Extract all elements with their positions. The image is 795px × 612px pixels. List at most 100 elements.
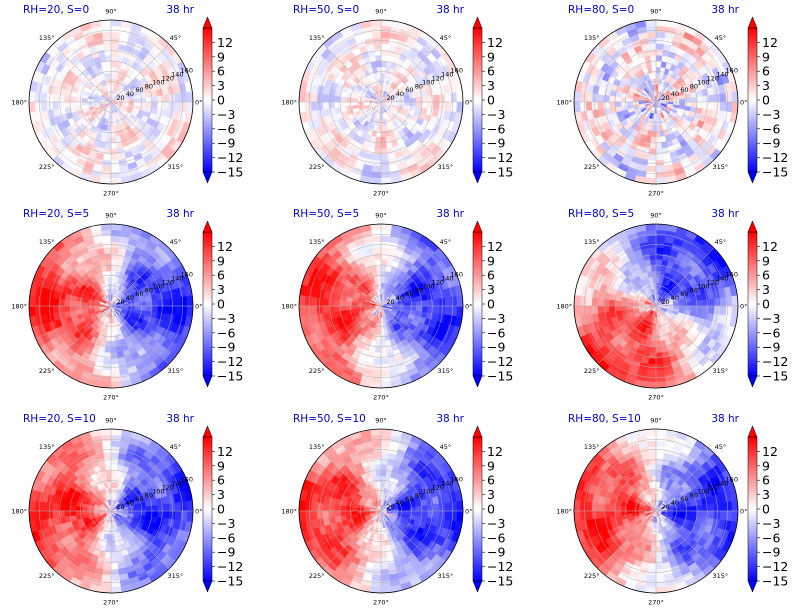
heat-cell bbox=[380, 142, 388, 150]
angle-tick-label: 180° bbox=[556, 303, 572, 311]
heat-cell bbox=[310, 296, 318, 307]
heat-cell bbox=[174, 501, 182, 512]
heat-cell bbox=[110, 375, 122, 383]
colorbar-tick-label: 0 bbox=[762, 93, 770, 108]
polar-grid bbox=[298, 19, 464, 185]
heat-cell bbox=[450, 295, 458, 307]
heat-cell bbox=[655, 229, 667, 237]
colorbar-tick-label: 12 bbox=[487, 239, 503, 254]
heat-cell bbox=[719, 101, 727, 112]
colorbar-tick-label: 6 bbox=[762, 64, 770, 79]
colorbar-tick-label: 6 bbox=[487, 64, 495, 79]
heat-cell bbox=[103, 358, 112, 365]
angle-tick-label: 45° bbox=[170, 34, 182, 42]
angle-tick-label: 270° bbox=[103, 190, 119, 198]
heat-cell bbox=[106, 334, 112, 342]
heat-cell bbox=[110, 43, 119, 50]
heat-cell bbox=[650, 340, 657, 348]
heat-cell bbox=[708, 298, 715, 307]
heat-cell bbox=[63, 504, 71, 512]
heat-cell bbox=[373, 154, 382, 161]
colorbar-tick-label: −12 bbox=[487, 150, 513, 165]
heat-cell bbox=[304, 305, 312, 317]
heat-cell bbox=[373, 247, 382, 254]
heat-cell bbox=[731, 91, 739, 103]
heat-cell bbox=[421, 95, 429, 103]
colorbar-bar bbox=[202, 231, 213, 377]
heat-cell bbox=[708, 305, 715, 314]
heat-cell bbox=[376, 130, 382, 138]
heat-cell bbox=[603, 305, 610, 314]
heat-cell bbox=[444, 296, 452, 307]
heat-cell bbox=[104, 463, 112, 471]
colorbar-tick-label: 6 bbox=[217, 64, 225, 79]
heat-cell bbox=[380, 60, 387, 68]
heat-cell bbox=[110, 276, 116, 283]
heat-cell bbox=[139, 510, 147, 516]
colorbar-tick-label: 6 bbox=[762, 268, 770, 283]
heat-cell bbox=[646, 165, 657, 173]
heat-cell bbox=[427, 101, 434, 110]
heat-cell bbox=[110, 264, 117, 272]
heat-cell bbox=[333, 101, 341, 109]
angle-tick-label: 135° bbox=[39, 238, 55, 246]
heat-cell bbox=[655, 381, 667, 389]
heat-cell bbox=[104, 551, 112, 559]
heat-cell bbox=[655, 31, 666, 39]
heat-cell bbox=[110, 72, 116, 79]
colorbar-tick-label: −9 bbox=[487, 136, 505, 151]
heat-cell bbox=[322, 298, 329, 307]
heat-cell bbox=[719, 305, 727, 316]
colorbar-tick-label: −6 bbox=[762, 121, 780, 136]
heat-cell bbox=[645, 375, 657, 383]
angle-tick-label: 270° bbox=[103, 394, 119, 402]
heat-cell bbox=[174, 296, 182, 307]
heat-cell bbox=[655, 25, 667, 33]
heat-cell bbox=[110, 235, 121, 243]
heat-cell bbox=[645, 25, 657, 33]
heat-cell bbox=[603, 298, 610, 307]
colorbar-tick-label: −9 bbox=[487, 340, 505, 355]
heat-cell bbox=[380, 369, 391, 377]
heat-cell bbox=[370, 19, 382, 27]
heat-cell bbox=[373, 49, 382, 56]
heat-cell bbox=[180, 500, 188, 512]
heat-cell bbox=[110, 142, 118, 150]
heat-cell bbox=[34, 91, 42, 103]
heat-cell bbox=[450, 91, 458, 103]
heat-cell bbox=[40, 305, 48, 316]
heat-cell bbox=[328, 305, 335, 314]
colorbar-tick-label: −12 bbox=[762, 354, 788, 369]
angle-tick-label: 225° bbox=[309, 367, 325, 375]
colorbar-tick-label: 3 bbox=[487, 78, 495, 93]
heat-cell bbox=[608, 305, 616, 313]
panel: 0°45°90°135°180°225°270°315°20 40 60 80 1001… bbox=[556, 4, 788, 198]
angle-tick-label: 270° bbox=[648, 190, 664, 198]
radial-tick-label: 160 bbox=[726, 271, 738, 279]
heat-cell bbox=[380, 375, 392, 383]
panel: 0°45°90°135°180°225°270°315°20 40 60 80 1001… bbox=[11, 4, 243, 198]
heat-cell bbox=[380, 253, 389, 260]
colorbar-bar bbox=[472, 231, 483, 377]
heat-cell bbox=[731, 295, 739, 307]
heat-cell bbox=[374, 346, 382, 354]
radial-tick-label: 40 bbox=[396, 90, 404, 98]
heat-cell bbox=[433, 298, 440, 307]
heat-cell bbox=[40, 501, 48, 512]
radial-tick-label: 60 bbox=[135, 290, 143, 298]
heat-cell bbox=[328, 101, 335, 110]
heat-cell bbox=[151, 305, 159, 313]
heat-cell bbox=[380, 258, 388, 266]
heat-cell bbox=[456, 101, 464, 113]
heat-cell bbox=[100, 223, 112, 231]
angle-tick-label: 135° bbox=[309, 34, 325, 42]
heat-cell bbox=[433, 305, 440, 314]
panel: 0°45°90°135°180°225°270°315°20 40 60 80 1001… bbox=[281, 4, 513, 198]
heat-cell bbox=[134, 101, 141, 107]
heat-cell bbox=[603, 94, 610, 103]
heat-cell bbox=[40, 92, 48, 103]
heat-cell bbox=[75, 301, 83, 307]
heat-cell bbox=[421, 101, 429, 109]
colorbar-tick-label: 0 bbox=[217, 297, 225, 312]
heat-cell bbox=[75, 506, 83, 512]
